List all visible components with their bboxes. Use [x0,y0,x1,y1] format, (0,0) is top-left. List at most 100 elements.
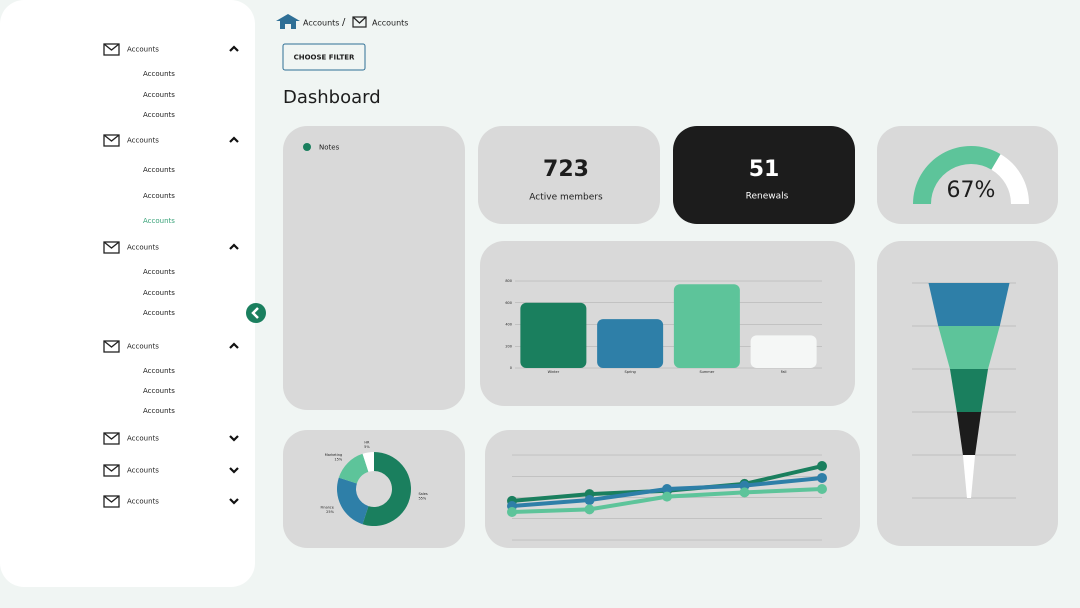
donut-slice [337,477,369,525]
sidebar-item[interactable]: Accounts [143,192,175,200]
sidebar-group[interactable]: Accounts [103,241,239,254]
donut-label: Sales [418,492,427,496]
sidebar-group-label[interactable]: Accounts [127,435,159,443]
bar [597,319,664,368]
sidebar-item[interactable]: Accounts [143,407,175,415]
mail-icon [103,340,120,353]
stat-value: 723 [543,157,589,182]
gauge-fill [913,145,1001,204]
sidebar-group[interactable]: Accounts [103,340,239,353]
sidebar-item[interactable]: Accounts [143,217,175,225]
mail-icon [103,241,120,254]
breadcrumb-link[interactable]: Accounts [303,19,339,28]
line-point [584,504,595,515]
chevron[interactable] [229,342,239,349]
chevron[interactable] [229,243,239,250]
chevron[interactable] [229,45,239,52]
sidebar-group[interactable]: Accounts [103,432,239,445]
y-tick-label: 400 [505,323,512,327]
notes-legend: Notes [319,144,340,152]
sidebar-group[interactable]: Accounts [103,43,239,56]
page-title: Dashboard [283,87,381,108]
line-point [662,484,672,494]
stat-label: Renewals [746,192,789,202]
gauge-track [991,154,1029,204]
donut-label: HR [364,441,370,445]
collapse-button[interactable] [246,303,266,323]
line-point [662,491,672,502]
sidebar-item[interactable]: Accounts [143,367,175,375]
sidebar-group-label[interactable]: Accounts [127,343,159,351]
sidebar-item[interactable]: Accounts [143,70,175,78]
line-point [739,487,750,498]
sidebar-item[interactable]: Accounts [143,268,175,276]
line-point [584,495,595,506]
funnel-stage [962,455,976,498]
sidebar-group-label[interactable]: Accounts [127,467,159,475]
donut-card [283,430,465,548]
donut-slice [362,451,411,526]
mail-icon [103,464,120,477]
donut-value-label: 5% [364,445,370,449]
sidebar-item[interactable]: Accounts [143,309,175,317]
x-tick-label: Winter [548,370,560,374]
sidebar-group-label[interactable]: Accounts [127,46,159,54]
y-tick-label: 0 [510,366,512,370]
chevron[interactable] [229,435,239,442]
chevron[interactable] [229,467,239,474]
chevron[interactable] [229,136,239,143]
funnel-stage [938,326,1000,369]
notes-card [283,126,465,410]
filter-button[interactable] [282,43,366,71]
stat-card [673,126,855,224]
sidebar-item[interactable]: Accounts [143,111,175,119]
notes-legend-dot [303,143,311,151]
sidebar-item[interactable]: Accounts [143,387,175,395]
donut-label: Marketing [325,453,342,457]
gauge-card [877,126,1058,224]
x-tick-label: Fall [781,370,787,374]
sidebar-item[interactable]: Accounts [143,91,175,99]
mail-icon-flap [103,432,120,440]
stat-label: Active members [529,193,603,203]
bar [750,335,817,368]
mail-icon [103,495,120,508]
sidebar-group-label[interactable]: Accounts [127,498,159,506]
gauge-label: 67% [947,178,996,203]
mail-icon [103,43,120,56]
sidebar-group-label[interactable]: Accounts [127,244,159,252]
filter-button-label[interactable]: CHOOSE FILTER [294,54,355,62]
chevron[interactable] [229,498,239,505]
sidebar-item[interactable]: Accounts [143,166,175,174]
sidebar-group[interactable]: Accounts [103,134,239,147]
funnel-stage [928,283,1010,326]
sidebar-group[interactable]: Accounts [103,464,239,477]
donut-slice [362,452,374,472]
x-tick-label: Spring [624,370,635,374]
donut-label: Finance [321,505,334,509]
mail-icon-flap [103,340,120,348]
mail-icon-flap [103,43,120,51]
mail-icon-flap [103,495,120,503]
donut-value-label: 15% [334,458,342,462]
donut-value-label: 55% [418,497,426,501]
sidebar-group-label[interactable]: Accounts [127,137,159,145]
sidebar-item[interactable]: Accounts [143,289,175,297]
bar [673,284,740,368]
breadcrumb-current: Accounts [372,19,408,28]
mail-icon-flap [103,134,120,142]
home-icon[interactable] [276,14,300,29]
line-point [817,472,827,483]
x-tick-label: Summer [699,370,714,374]
mail-icon [103,134,120,147]
mail-icon-flap [103,241,120,249]
funnel-stage [949,369,989,412]
y-tick-label: 800 [505,279,512,283]
sidebar-group[interactable]: Accounts [103,495,239,508]
mail-icon [352,16,367,28]
funnel-stage [956,412,982,455]
line-point [817,461,827,472]
mail-icon-flap [103,464,120,472]
